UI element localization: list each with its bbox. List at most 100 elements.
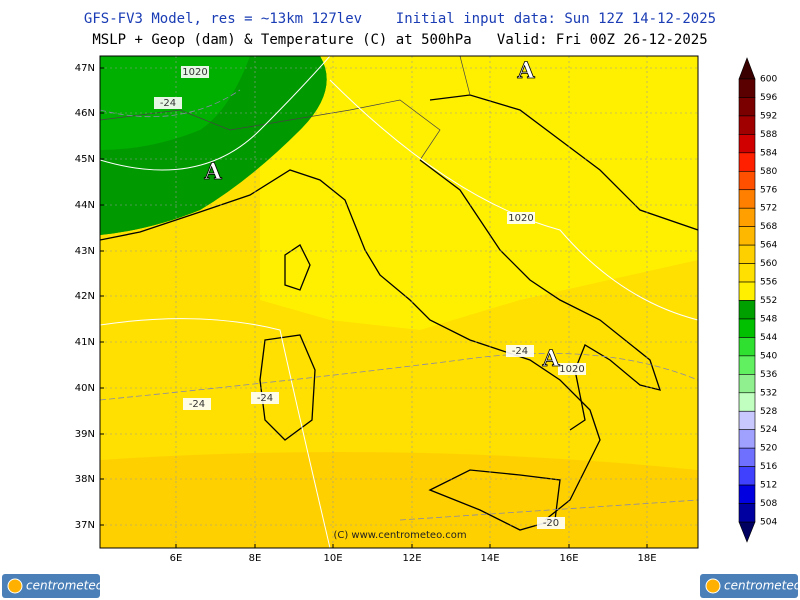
colorbar-label: 504 (760, 518, 777, 528)
colorbar-label: 584 (760, 148, 777, 158)
logos: centrometeo centrometeo (2, 574, 800, 598)
colorbar-box (738, 337, 756, 357)
header-line1: GFS-FV3 Model, res = ~13km 127lev Initia… (84, 11, 716, 27)
field-green (100, 56, 327, 235)
colorbar-label: 564 (760, 241, 777, 251)
colorbar-box (738, 189, 756, 209)
watermark: (C) www.centrometeo.com (333, 530, 466, 541)
colorbar-label: 560 (760, 259, 777, 269)
colorbar-label: 540 (760, 351, 777, 361)
colorbar-box (738, 374, 756, 394)
colorbar-box (738, 226, 756, 246)
colorbar-label: 592 (760, 111, 777, 121)
borders (100, 56, 471, 161)
lon-label: 16E (559, 553, 578, 564)
colorbar-label: 568 (760, 222, 777, 232)
lat-label: 43N (75, 246, 95, 257)
lon-label: 14E (480, 553, 499, 564)
pressure-center: A (203, 159, 222, 185)
colorbar-bottom (738, 521, 756, 543)
colorbar-box (738, 263, 756, 283)
lon-label: 6E (170, 553, 183, 564)
contour-label: -24 (160, 98, 176, 109)
colorbar-box (738, 300, 756, 320)
graticule (100, 56, 698, 548)
colorbar-box (738, 97, 756, 117)
header-line2: MSLP + Geop (dam) & Temperature (C) at 5… (92, 32, 707, 48)
lat-label: 44N (75, 200, 95, 211)
contour-label: 1020 (559, 364, 584, 375)
colorbar-label: 516 (760, 462, 777, 472)
colorbar-box (738, 134, 756, 154)
colorbar-box (738, 281, 756, 301)
colorbar-label: 580 (760, 167, 777, 177)
contour-label-bg (506, 345, 534, 357)
logo-box (2, 574, 100, 598)
colorbar-label: 536 (760, 370, 777, 380)
logo-box (700, 574, 798, 598)
contour-label-bg (507, 212, 535, 224)
field-light (260, 56, 698, 330)
logo-icon (705, 578, 721, 594)
contour-label-bg (537, 517, 565, 529)
colorbar-label: 600 (760, 75, 777, 85)
colorbar-box (738, 78, 756, 98)
map-labels: 1020 -24 1020 -24 1020 -24 -24 -20 A A A (C) www.ce… (154, 58, 586, 541)
lat-label: 39N (75, 429, 95, 440)
lon-label: 18E (637, 553, 656, 564)
colorbar-label: 528 (760, 407, 777, 417)
map-frame (99, 55, 699, 549)
colorbar-box (738, 318, 756, 338)
colorbar-label: 524 (760, 425, 777, 435)
colorbar-box (738, 152, 756, 172)
colorbar-label: 552 (760, 296, 777, 306)
colorbar-label: 512 (760, 481, 777, 491)
lat-label: 41N (75, 337, 95, 348)
contour-label-bg (181, 66, 209, 78)
lon-label: 12E (402, 553, 421, 564)
lat-label: 45N (75, 154, 95, 165)
contour-label-bg (154, 97, 182, 109)
contour-label-bg (183, 398, 211, 410)
pressure-center: A (541, 346, 560, 372)
contour-label-bg (558, 363, 586, 375)
colorbar-box (738, 447, 756, 467)
colorbar-label: 508 (760, 499, 777, 509)
logo-text: centrometeo (724, 579, 800, 593)
contour-label: 1020 (508, 213, 533, 224)
colorbar-label: 588 (760, 130, 777, 140)
colorbar-box (738, 244, 756, 264)
isobars (100, 56, 698, 548)
colorbar-box (738, 392, 756, 412)
colorbar-box (738, 207, 756, 227)
colorbar-box (738, 170, 756, 191)
lon-label: 10E (323, 553, 342, 564)
lat-label: 37N (75, 520, 95, 531)
colorbar-top (738, 57, 756, 80)
colorbar-label: 544 (760, 333, 777, 343)
colorbar-box (738, 466, 756, 486)
lat-label: 42N (75, 291, 95, 302)
contour-label-bg (251, 392, 279, 404)
colorbar-label: 532 (760, 388, 777, 398)
colorbar-label: 556 (760, 278, 777, 288)
axes: 47N 46N 45N 44N 43N 42N 41N 40N 39N 38N 37N 6E 8E 10E… (75, 63, 657, 564)
colorbar-label: 548 (760, 314, 777, 324)
colorbar-box (738, 355, 756, 375)
pressure-center: A (516, 58, 535, 84)
isotherms (100, 89, 698, 521)
lon-label: 8E (249, 553, 262, 564)
contour-label: 1020 (182, 67, 207, 78)
colorbar-label: 576 (760, 185, 777, 195)
contour-label: -24 (512, 346, 528, 357)
contour-label: -24 (257, 393, 273, 404)
lat-label: 40N (75, 383, 95, 394)
colorbar-box (738, 429, 756, 449)
colorbar-box (738, 484, 756, 504)
colorbar-box (738, 410, 756, 431)
contour-label: -24 (189, 399, 205, 410)
lat-label: 38N (75, 474, 95, 485)
logo-text: centrometeo (26, 579, 103, 593)
